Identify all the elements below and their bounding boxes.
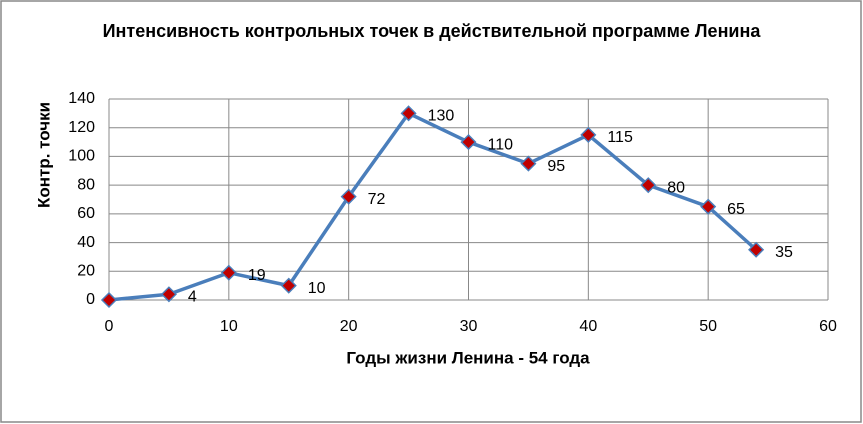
data-label: 95	[547, 158, 565, 175]
data-label: 110	[488, 136, 514, 153]
x-tick-label: 30	[460, 318, 478, 335]
data-point	[748, 241, 765, 258]
x-tick-label: 50	[699, 318, 717, 335]
data-label: 65	[727, 201, 745, 218]
x-axis-label: Годы жизни Ленина - 54 года	[346, 348, 590, 367]
y-tick-label: 20	[77, 263, 95, 280]
data-label: 19	[248, 267, 266, 284]
data-point	[340, 188, 357, 205]
x-tick-label: 0	[105, 318, 114, 335]
y-tick-label: 80	[77, 176, 95, 193]
data-label: 4	[188, 288, 197, 305]
data-point	[100, 291, 118, 309]
data-label: 115	[607, 129, 633, 146]
data-point	[700, 198, 717, 215]
x-tick-label: 40	[579, 318, 597, 335]
y-tick-label: 60	[77, 205, 95, 222]
x-tick-label: 10	[220, 318, 238, 335]
data-label: 10	[308, 280, 326, 297]
data-label: 130	[428, 108, 455, 125]
data-line	[108, 111, 758, 302]
y-tick-label: 40	[77, 234, 95, 251]
chart-title: Интенсивность контрольных точек в действ…	[102, 21, 761, 41]
data-point	[220, 264, 237, 281]
data-point	[460, 134, 477, 151]
data-label: 72	[368, 191, 386, 208]
x-tick-label: 60	[819, 318, 837, 335]
y-tick-label: 140	[68, 90, 95, 107]
data-point	[580, 126, 597, 143]
x-tick-label: 20	[340, 318, 358, 335]
y-tick-label: 100	[68, 148, 95, 165]
y-tick-label: 0	[86, 291, 95, 308]
data-label: 80	[667, 179, 685, 196]
data-point	[160, 286, 177, 303]
data-point	[640, 177, 657, 194]
data-point	[520, 155, 537, 172]
data-point	[400, 105, 417, 122]
data-label: 35	[775, 244, 793, 261]
y-tick-label: 120	[68, 119, 95, 136]
y-axis-label: Контр. точки	[34, 102, 53, 208]
data-point	[280, 277, 297, 294]
